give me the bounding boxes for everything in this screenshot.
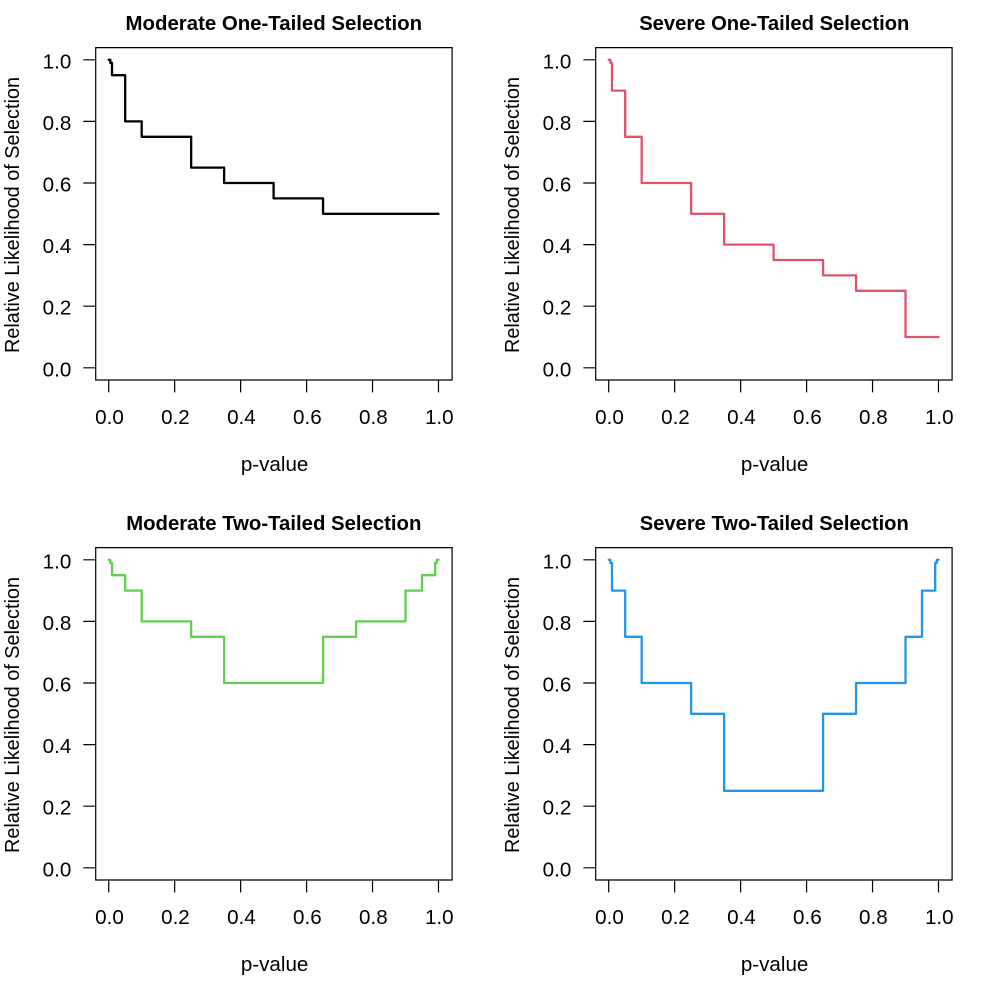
svg-text:Relative Likelihood of Selecti: Relative Likelihood of Selection xyxy=(1,577,24,853)
svg-text:0.2: 0.2 xyxy=(543,297,572,320)
svg-text:0.0: 0.0 xyxy=(595,406,624,429)
svg-text:Severe One-Tailed Selection: Severe One-Tailed Selection xyxy=(639,12,909,35)
svg-text:0.2: 0.2 xyxy=(661,906,690,929)
svg-text:Relative Likelihood of Selecti: Relative Likelihood of Selection xyxy=(501,577,524,853)
svg-text:p-value: p-value xyxy=(241,453,309,476)
svg-text:1.0: 1.0 xyxy=(925,906,954,929)
svg-text:0.6: 0.6 xyxy=(543,674,572,697)
svg-text:0.4: 0.4 xyxy=(543,235,572,258)
svg-text:0.8: 0.8 xyxy=(359,406,388,429)
svg-text:0.6: 0.6 xyxy=(543,174,572,197)
svg-text:0.4: 0.4 xyxy=(543,735,572,758)
svg-text:1.0: 1.0 xyxy=(925,406,954,429)
svg-text:0.0: 0.0 xyxy=(543,358,572,381)
svg-text:0.8: 0.8 xyxy=(543,612,572,635)
svg-text:0.0: 0.0 xyxy=(595,906,624,929)
svg-text:Relative Likelihood of Selecti: Relative Likelihood of Selection xyxy=(1,77,24,353)
svg-text:0.4: 0.4 xyxy=(227,406,256,429)
svg-text:0.2: 0.2 xyxy=(543,797,572,820)
svg-text:1.0: 1.0 xyxy=(425,406,454,429)
svg-text:1.0: 1.0 xyxy=(543,50,572,73)
svg-text:0.4: 0.4 xyxy=(43,735,72,758)
svg-text:1.0: 1.0 xyxy=(543,550,572,573)
svg-text:0.6: 0.6 xyxy=(43,674,72,697)
svg-text:Relative Likelihood of Selecti: Relative Likelihood of Selection xyxy=(501,77,524,353)
svg-text:0.6: 0.6 xyxy=(793,406,822,429)
svg-text:0.4: 0.4 xyxy=(727,906,756,929)
svg-text:0.8: 0.8 xyxy=(43,112,72,135)
svg-text:0.8: 0.8 xyxy=(859,406,888,429)
svg-text:0.6: 0.6 xyxy=(43,174,72,197)
svg-text:p-value: p-value xyxy=(241,953,309,976)
svg-text:0.2: 0.2 xyxy=(43,297,72,320)
svg-text:0.6: 0.6 xyxy=(293,406,322,429)
svg-text:1.0: 1.0 xyxy=(43,50,72,73)
svg-text:0.6: 0.6 xyxy=(793,906,822,929)
svg-text:0.8: 0.8 xyxy=(859,906,888,929)
svg-text:p-value: p-value xyxy=(741,953,809,976)
svg-text:Moderate One-Tailed Selection: Moderate One-Tailed Selection xyxy=(126,12,423,35)
svg-text:0.2: 0.2 xyxy=(661,406,690,429)
svg-text:0.8: 0.8 xyxy=(43,612,72,635)
svg-text:p-value: p-value xyxy=(741,453,809,476)
svg-text:0.0: 0.0 xyxy=(43,858,72,881)
svg-text:1.0: 1.0 xyxy=(425,906,454,929)
svg-text:0.4: 0.4 xyxy=(727,406,756,429)
svg-text:0.2: 0.2 xyxy=(161,406,190,429)
svg-text:0.0: 0.0 xyxy=(95,406,124,429)
svg-text:0.8: 0.8 xyxy=(359,906,388,929)
svg-text:0.0: 0.0 xyxy=(543,858,572,881)
svg-text:1.0: 1.0 xyxy=(43,550,72,573)
svg-text:Moderate Two-Tailed Selection: Moderate Two-Tailed Selection xyxy=(126,512,421,535)
svg-text:0.6: 0.6 xyxy=(293,906,322,929)
svg-text:0.0: 0.0 xyxy=(95,906,124,929)
svg-text:0.4: 0.4 xyxy=(43,235,72,258)
svg-text:Severe Two-Tailed Selection: Severe Two-Tailed Selection xyxy=(640,512,909,535)
svg-text:0.2: 0.2 xyxy=(43,797,72,820)
svg-text:0.2: 0.2 xyxy=(161,906,190,929)
svg-text:0.0: 0.0 xyxy=(43,358,72,381)
svg-text:0.4: 0.4 xyxy=(227,906,256,929)
svg-text:0.8: 0.8 xyxy=(543,112,572,135)
